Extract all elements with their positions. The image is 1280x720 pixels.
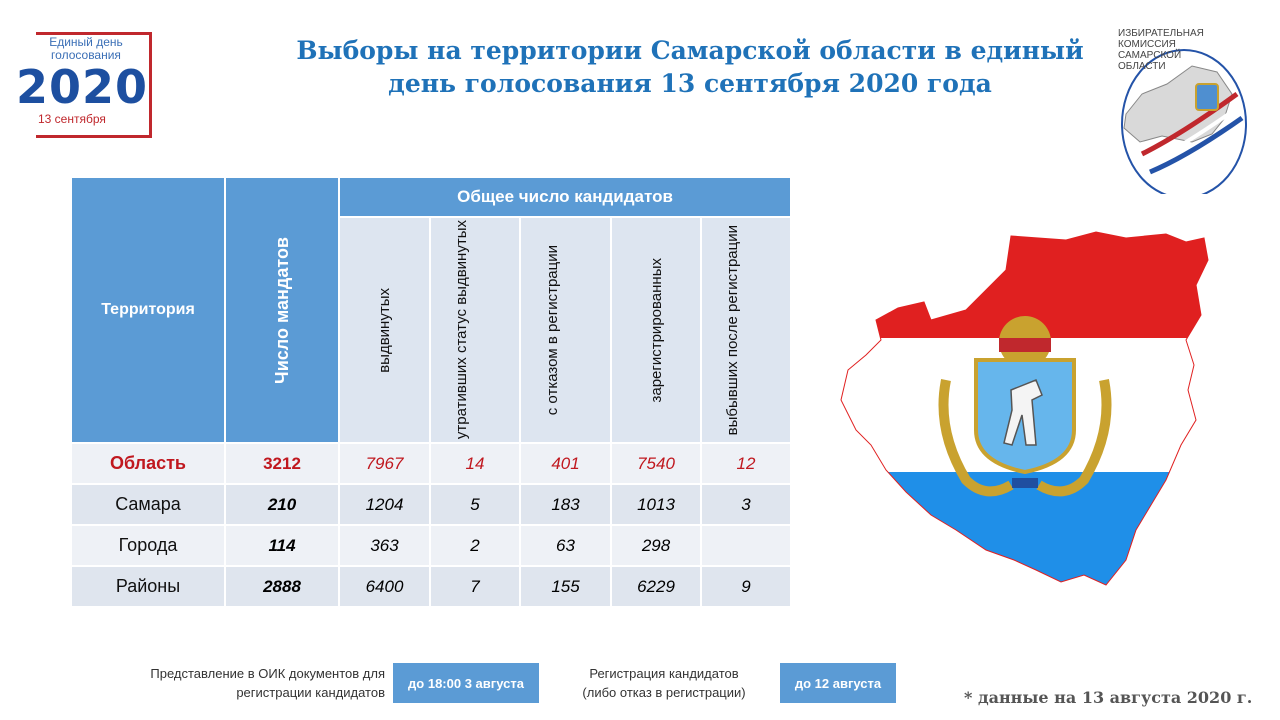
data-date-note: * данные на 13 августа 2020 г. (964, 688, 1253, 707)
row-value: 3 (702, 485, 790, 524)
logo-date: 13 сентября (38, 112, 106, 126)
election-commission-logo: ИЗБИРАТЕЛЬНАЯ КОМИССИЯ САМАРСКОЙ ОБЛАСТИ (1112, 24, 1252, 199)
reg-label-line1: Регистрация кандидатов (589, 666, 739, 681)
row-value: 155 (521, 567, 610, 606)
reg-label-line2: (либо отказ в регистрации) (582, 685, 746, 700)
row-value: 63 (521, 526, 610, 565)
subheader-refused-label: с отказом в регистрации (543, 244, 561, 416)
row-value: 6229 (612, 567, 700, 606)
row-value: 7540 (612, 444, 700, 483)
commission-line4: ОБЛАСТИ (1118, 61, 1166, 72)
page-title: Выборы на территории Самарской области в… (280, 34, 1100, 100)
row-value: 2 (431, 526, 519, 565)
row-value: 6400 (340, 567, 429, 606)
subheader-withdrawn: выбывших после регистрации (702, 218, 790, 442)
row-mandates: 210 (226, 485, 338, 524)
logo-year: 2020 (16, 60, 149, 114)
registration-deadline-badge: до 12 августа (780, 663, 896, 703)
row-value: 5 (431, 485, 519, 524)
title-line1: Выборы на территории Самарской области в… (296, 36, 1084, 65)
row-value: 183 (521, 485, 610, 524)
row-territory: Города (72, 526, 224, 565)
header-territory: Территория (72, 178, 224, 442)
header-mandates-label: Число мандатов (271, 236, 292, 384)
subheader-registered: зарегистрированных (612, 218, 700, 442)
docs-label-line1: Представление в ОИК документов для (150, 666, 385, 681)
unified-voting-day-logo: Единый день голосования 2020 13 сентября (16, 30, 156, 142)
row-territory: Область (72, 444, 224, 483)
subheader-withdrawn-label: выбывших после регистрации (724, 224, 741, 436)
row-value: 1204 (340, 485, 429, 524)
commission-emblem-icon (1121, 49, 1247, 199)
coat-of-arms-icon (938, 316, 1112, 497)
logo-caption: Единый день голосования (38, 36, 134, 62)
samara-region-map (836, 230, 1228, 590)
subheader-registered-label: зарегистрированных (647, 257, 665, 403)
subheader-lost-status-label: утративших статус выдвинутых (453, 220, 470, 440)
row-value: 12 (702, 444, 790, 483)
row-value: 401 (521, 444, 610, 483)
row-value: 1013 (612, 485, 700, 524)
subheader-lost-status: утративших статус выдвинутых (431, 218, 519, 442)
candidates-table: Территория Число мандатов Общее число ка… (72, 178, 790, 608)
row-value: 7967 (340, 444, 429, 483)
row-mandates: 2888 (226, 567, 338, 606)
title-line2: день голосования 13 сентября 2020 года (388, 69, 992, 98)
subheader-refused: с отказом в регистрации (521, 218, 610, 442)
row-value: 363 (340, 526, 429, 565)
row-value (702, 526, 790, 565)
row-value: 14 (431, 444, 519, 483)
row-mandates: 3212 (226, 444, 338, 483)
row-territory: Самара (72, 485, 224, 524)
row-value: 298 (612, 526, 700, 565)
logo-line2: голосования (51, 48, 121, 62)
registration-label: Регистрация кандидатов (либо отказ в рег… (560, 664, 768, 702)
header-mandates: Число мандатов (226, 178, 338, 442)
docs-submission-label: Представление в ОИК документов для регис… (100, 664, 385, 702)
header-group-candidates: Общее число кандидатов (340, 178, 790, 216)
logo-frame (36, 32, 152, 138)
commission-line2: КОМИССИЯ (1118, 39, 1176, 50)
commission-line1: ИЗБИРАТЕЛЬНАЯ (1118, 28, 1204, 39)
logo-line1: Единый день (49, 35, 123, 49)
row-value: 7 (431, 567, 519, 606)
docs-label-line2: регистрации кандидатов (236, 685, 385, 700)
row-territory: Районы (72, 567, 224, 606)
commission-line3: САМАРСКОЙ (1118, 50, 1182, 61)
row-value: 9 (702, 567, 790, 606)
row-mandates: 114 (226, 526, 338, 565)
commission-name: ИЗБИРАТЕЛЬНАЯ КОМИССИЯ САМАРСКОЙ ОБЛАСТИ (1118, 28, 1204, 72)
subheader-nominated: выдвинутых (340, 218, 429, 442)
region-flag-map-icon (840, 231, 1209, 586)
docs-deadline-badge: до 18:00 3 августа (393, 663, 539, 703)
subheader-nominated-label: выдвинутых (376, 287, 393, 373)
